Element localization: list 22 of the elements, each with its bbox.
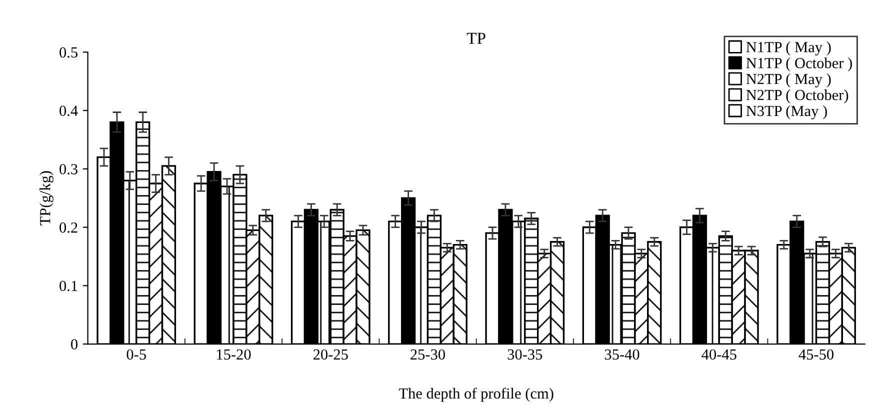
y-tick-label: 0.3	[60, 164, 78, 174]
legend-label: N1TP ( October )	[746, 58, 852, 72]
x-tick-label: 20-25	[313, 349, 348, 360]
chart-title: TP	[466, 32, 486, 44]
y-tick-label: 0.2	[60, 222, 78, 233]
y-tick-label: 0.5	[60, 47, 78, 58]
x-tick-label: 25-30	[410, 349, 445, 360]
legend-label: N2TP ( October)	[746, 89, 848, 104]
x-tick-label: 40-45	[702, 349, 736, 360]
y-tick-label: 0.1	[60, 280, 78, 292]
x-tick-label: 45-50	[798, 349, 834, 360]
y-tick-label: 0.4	[60, 106, 78, 116]
legend-label: N3TP (May )	[746, 105, 827, 120]
legend-label: N2TP ( May )	[746, 73, 831, 88]
x-tick-label: 0-5	[126, 349, 146, 360]
legend-label: N1TP ( May )	[746, 42, 831, 56]
x-tick-label: 35-40	[604, 349, 640, 360]
x-axis-title: The depth of profile (cm)	[398, 388, 554, 402]
y-tick-label: 0	[71, 339, 78, 350]
y-axis-title: TP(g/kg)	[40, 171, 54, 226]
x-tick-label: 15-20	[217, 349, 251, 360]
x-tick-label: 30-35	[508, 349, 542, 360]
